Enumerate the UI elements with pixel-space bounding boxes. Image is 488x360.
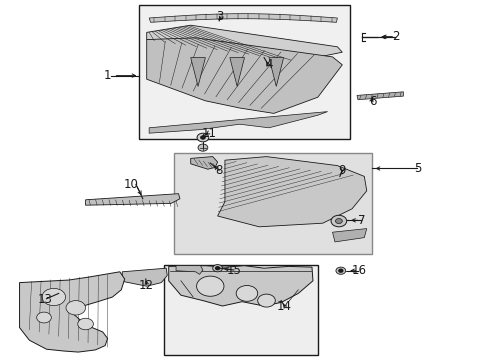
Circle shape: [37, 312, 51, 323]
Circle shape: [78, 318, 93, 330]
Text: 10: 10: [123, 178, 138, 191]
Circle shape: [257, 294, 275, 307]
Text: 14: 14: [277, 300, 291, 313]
Polygon shape: [190, 58, 205, 86]
Polygon shape: [332, 229, 366, 242]
Text: 3: 3: [216, 10, 224, 23]
Bar: [163, 265, 317, 355]
Circle shape: [197, 133, 208, 142]
Text: 13: 13: [38, 293, 52, 306]
Polygon shape: [149, 112, 327, 133]
Polygon shape: [146, 38, 342, 113]
Polygon shape: [149, 14, 337, 22]
Circle shape: [215, 267, 219, 270]
Polygon shape: [217, 157, 366, 227]
Text: 8: 8: [215, 165, 223, 177]
Polygon shape: [85, 194, 180, 205]
Polygon shape: [356, 92, 403, 100]
Text: 15: 15: [226, 264, 241, 277]
Text: 4: 4: [264, 58, 272, 71]
Polygon shape: [190, 157, 217, 169]
Circle shape: [198, 144, 207, 151]
Text: 16: 16: [351, 264, 366, 277]
Text: 5: 5: [413, 162, 421, 175]
Text: 6: 6: [368, 95, 376, 108]
Circle shape: [338, 269, 342, 272]
Bar: [139, 5, 349, 139]
Circle shape: [196, 276, 224, 296]
Text: 1: 1: [103, 69, 111, 82]
Circle shape: [236, 285, 257, 301]
Polygon shape: [229, 58, 244, 86]
Polygon shape: [168, 266, 312, 306]
Polygon shape: [122, 268, 167, 286]
Polygon shape: [146, 25, 342, 61]
Polygon shape: [20, 272, 124, 352]
Circle shape: [200, 136, 205, 139]
Circle shape: [66, 301, 85, 315]
Circle shape: [212, 265, 222, 272]
Polygon shape: [268, 58, 283, 86]
Text: 2: 2: [391, 30, 399, 43]
Text: 12: 12: [138, 279, 153, 292]
Circle shape: [42, 288, 65, 306]
Text: 11: 11: [202, 127, 216, 140]
Bar: [173, 153, 371, 254]
Polygon shape: [176, 266, 203, 274]
Text: 7: 7: [357, 214, 365, 227]
Circle shape: [335, 219, 342, 224]
Text: 9: 9: [338, 165, 346, 177]
Circle shape: [330, 215, 346, 227]
Circle shape: [335, 267, 345, 274]
